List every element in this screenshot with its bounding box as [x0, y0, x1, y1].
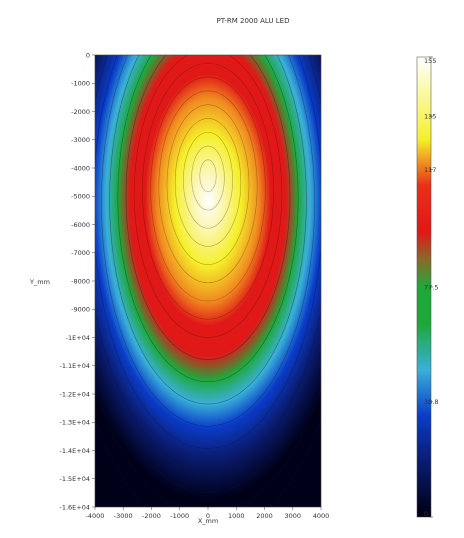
y-tick-label: -9000 [71, 306, 90, 314]
contour-line [150, 76, 266, 302]
y-tick-label: -1E+04 [66, 334, 90, 342]
x-tick-label: 3000 [284, 512, 301, 520]
y-tick-label: -1.2E+04 [59, 390, 90, 398]
contour-line [166, 104, 250, 265]
contour-line [142, 62, 274, 320]
colorbar-tick-label: 38.8 [424, 398, 438, 406]
plot-area [94, 54, 322, 508]
y-tick-label: -3000 [71, 136, 90, 144]
contour-line [183, 131, 233, 229]
colorbar-tick-label: 77.5 [424, 283, 438, 291]
heatmap-field [95, 55, 321, 507]
y-tick-label: -1.6E+04 [59, 503, 90, 511]
x-tick-label: -3000 [114, 512, 133, 520]
y-tick-label: -2000 [71, 108, 90, 116]
colorbar-tick-label: 135 [424, 113, 436, 121]
y-axis-ticks: 0 -1000 -2000 -3000 -4000 -5000 -6000 -7000 -800… [59, 51, 95, 511]
y-tick-label: -7000 [71, 249, 90, 257]
chart-title: PT-RM 2000 ALU LED [217, 17, 290, 25]
contour-line [133, 55, 283, 338]
colorbar: 155 135 117 77.5 38.8 0 [416, 56, 438, 518]
contour-line [191, 145, 225, 211]
contour-line [109, 55, 307, 405]
contour-lines [95, 55, 321, 507]
colorbar-ticks: 155 135 117 77.5 38.8 0 [424, 56, 438, 518]
colorbar-tick-label: 0 [424, 510, 428, 518]
contour-line [95, 55, 321, 449]
y-tick-label: -1000 [71, 80, 90, 88]
y-tick-label: -5000 [71, 193, 90, 201]
x-tick-label: -2000 [142, 512, 161, 520]
y-tick-label: -1.1E+04 [59, 362, 90, 370]
y-tick-label: -1.4E+04 [59, 447, 90, 455]
y-tick-label: -1.3E+04 [59, 419, 90, 427]
contour-line [199, 159, 217, 193]
x-tick-label: -1000 [170, 512, 189, 520]
x-tick-label: 1000 [228, 512, 245, 520]
y-tick-label: -4000 [71, 164, 90, 172]
y-tick-label: -8000 [71, 277, 90, 285]
x-tick-label: -4000 [86, 512, 105, 520]
colorbar-tick-label: 155 [424, 57, 436, 65]
contour-line [117, 55, 299, 383]
x-tick-label: 4000 [313, 512, 330, 520]
contour-line [158, 90, 258, 284]
y-tick-label: 0 [86, 51, 90, 59]
contour-line [101, 55, 315, 427]
y-tick-label: -1.5E+04 [59, 475, 90, 483]
contour-line [174, 118, 242, 247]
contour-line [125, 55, 291, 360]
contour-line [95, 55, 321, 494]
colorbar-tick-label: 117 [424, 166, 436, 174]
x-tick-label: 2000 [256, 512, 273, 520]
y-axis-label: Y_mm [29, 278, 50, 286]
heat-glow [95, 55, 321, 500]
x-axis-label: X_mm [198, 517, 218, 525]
contour-line [95, 55, 321, 471]
x-tick-label: 0 [206, 512, 210, 520]
x-axis-ticks: -4000 -3000 -2000 -1000 0 1000 2000 3000 4000 [86, 507, 330, 520]
y-tick-label: -6000 [71, 221, 90, 229]
